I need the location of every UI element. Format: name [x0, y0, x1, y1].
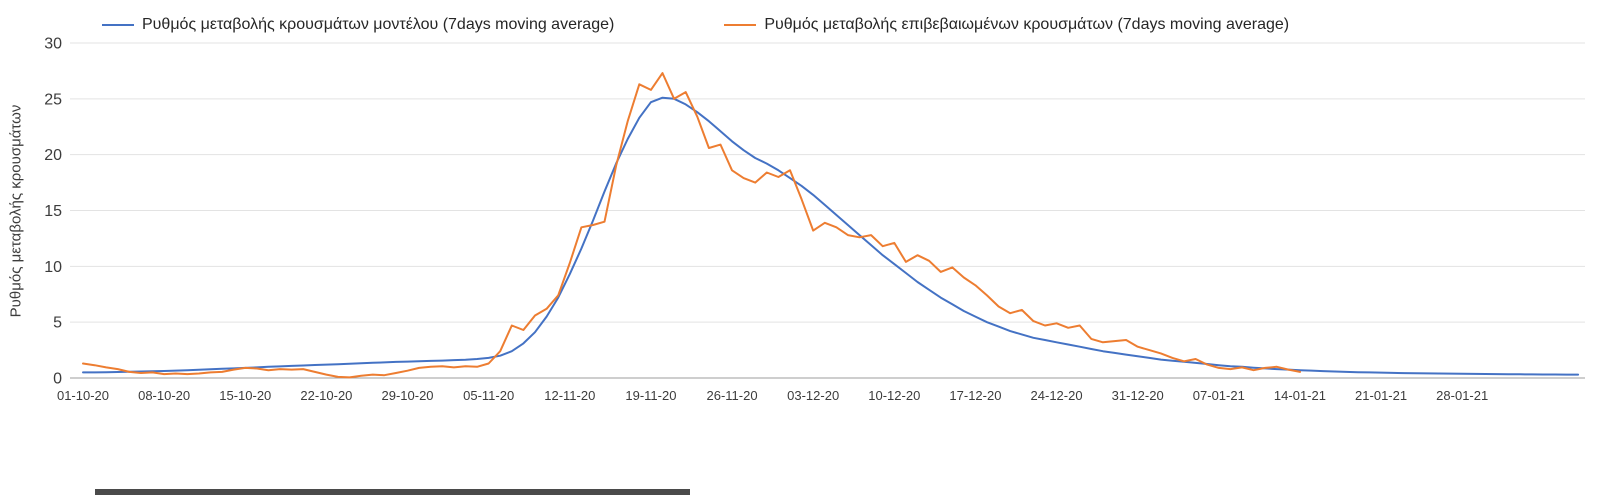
bottom-window-edge [95, 489, 690, 495]
legend-item-confirmed: Ρυθμός μεταβολής επιβεβαιωμένων κρουσμάτ… [724, 16, 1289, 34]
legend-label-confirmed: Ρυθμός μεταβολής επιβεβαιωμένων κρουσμάτ… [764, 16, 1290, 33]
legend-item-model: Ρυθμός μεταβολής κρουσμάτων μοντέλου (7d… [102, 16, 614, 34]
x-tick-label: 03-12-20 [787, 388, 839, 403]
x-tick-label: 31-12-20 [1112, 388, 1164, 403]
y-tick-label: 5 [53, 315, 62, 332]
legend-label-model: Ρυθμός μεταβολής κρουσμάτων μοντέλου (7d… [142, 16, 615, 33]
x-tick-label: 15-10-20 [219, 388, 271, 403]
confirmed-line-swatch [724, 24, 757, 26]
y-tick-label: 25 [44, 91, 62, 108]
model-line-swatch [102, 24, 134, 26]
x-tick-label: 10-12-20 [868, 388, 920, 403]
x-tick-label: 26-11-20 [707, 388, 758, 403]
y-tick-label: 30 [44, 36, 62, 53]
x-tick-label: 22-10-20 [300, 388, 352, 403]
x-tick-label: 12-11-20 [544, 388, 595, 403]
series-line-confirmed [82, 72, 1301, 379]
x-tick-label: 28-01-21 [1436, 388, 1488, 403]
x-tick-label: 21-01-21 [1355, 388, 1407, 403]
y-tick-label: 10 [44, 259, 62, 276]
x-tick-label: 08-10-20 [138, 388, 190, 403]
chart-legend: Ρυθμός μεταβολής κρουσμάτων μοντέλου (7d… [102, 16, 1289, 34]
y-tick-label: 0 [53, 371, 62, 388]
x-tick-label: 14-01-21 [1274, 388, 1326, 403]
x-tick-label: 07-01-21 [1193, 388, 1245, 403]
x-tick-label: 01-10-20 [57, 388, 109, 403]
x-tick-label: 29-10-20 [381, 388, 433, 403]
y-axis-title: Ρυθμός μεταβολής κρουσμάτων [7, 104, 25, 318]
y-tick-label: 15 [44, 203, 62, 220]
x-tick-label: 05-11-20 [463, 388, 514, 403]
x-tick-label: 19-11-20 [625, 388, 676, 403]
x-tick-label: 24-12-20 [1031, 388, 1083, 403]
x-tick-label: 17-12-20 [949, 388, 1001, 403]
y-tick-label: 20 [44, 147, 62, 164]
series-line-model [82, 96, 1580, 376]
